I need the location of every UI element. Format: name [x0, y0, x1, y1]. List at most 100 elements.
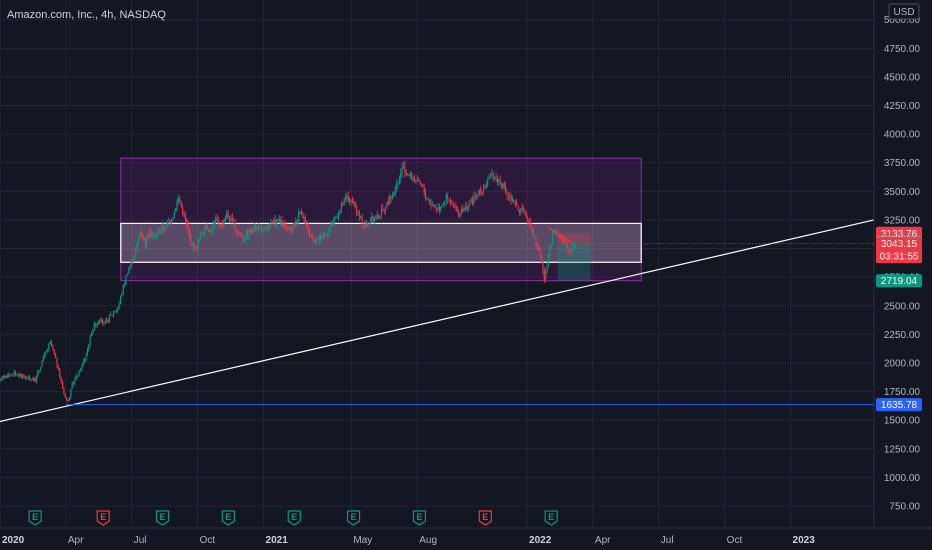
- candle-body: [420, 184, 422, 186]
- x-tick-label: Apr: [68, 535, 84, 546]
- candle-body: [333, 218, 336, 222]
- candle-body: [118, 303, 120, 308]
- candle-body: [186, 219, 188, 226]
- annotation-layer-back[interactable]: [120, 157, 642, 282]
- y-tick-label: 4500.00: [884, 72, 921, 83]
- earnings-event-icon[interactable]: E: [346, 510, 361, 526]
- candle-body: [229, 217, 231, 222]
- candle-body: [569, 251, 572, 254]
- candle-body: [456, 206, 458, 213]
- candle-body: [550, 244, 552, 247]
- candle-body: [262, 228, 264, 232]
- candle-body: [368, 223, 370, 225]
- candle-body: [79, 370, 82, 371]
- candle-body: [139, 232, 141, 239]
- candle-body: [386, 201, 388, 209]
- candle-body: [129, 265, 131, 269]
- candle-body: [500, 183, 503, 189]
- range-box-outer[interactable]: [120, 157, 642, 282]
- candle-body: [60, 377, 62, 382]
- candle-body: [549, 247, 551, 256]
- candle-body: [469, 203, 471, 206]
- candle-body: [296, 221, 298, 222]
- earnings-event-icon[interactable]: E: [412, 510, 427, 526]
- descending-trend-line[interactable]: [548, 227, 574, 245]
- candle-body: [217, 220, 220, 225]
- candle-body: [528, 221, 530, 223]
- candle-body: [55, 354, 57, 359]
- candle-body: [97, 321, 99, 324]
- candle-body: [351, 199, 353, 204]
- candle-body: [418, 179, 420, 181]
- price-tag-badge: [876, 237, 922, 264]
- ascending-trend-line[interactable]: [0, 219, 875, 423]
- candle-body: [78, 370, 80, 376]
- candle-body: [23, 376, 25, 379]
- candle-body: [17, 374, 19, 376]
- candle-body: [367, 222, 369, 224]
- short-position-target-zone[interactable]: [557, 243, 591, 281]
- price-tag-value: 3043.15: [881, 239, 918, 250]
- earnings-badge-shape: [478, 510, 492, 526]
- candle-body: [117, 307, 119, 311]
- earnings-event-icon[interactable]: E: [287, 510, 301, 526]
- candle-body: [175, 207, 177, 211]
- candle-body: [318, 237, 320, 241]
- candle-body: [67, 399, 69, 402]
- candle-body: [21, 374, 24, 377]
- candle-body: [131, 261, 133, 266]
- annotation-layer-front[interactable]: [0, 219, 875, 423]
- y-tick-label: 1000.00: [884, 473, 921, 484]
- candle-body: [38, 369, 40, 372]
- candle-body: [110, 314, 112, 316]
- earnings-event-icon[interactable]: E: [28, 510, 42, 526]
- candle-body: [33, 377, 35, 381]
- candle-body: [307, 226, 309, 231]
- candle-body: [306, 224, 308, 228]
- candle-body: [165, 224, 167, 230]
- candle-body: [332, 221, 334, 225]
- earnings-event-icon[interactable]: E: [221, 510, 235, 526]
- candle-body: [0, 379, 1, 381]
- candle-body: [85, 355, 87, 360]
- candle-body: [215, 217, 217, 221]
- candle-body: [100, 318, 102, 323]
- short-position-stop-zone[interactable]: [557, 233, 591, 244]
- candle-body: [213, 220, 215, 226]
- candle-body: [13, 371, 15, 375]
- earnings-event-icon[interactable]: E: [544, 510, 558, 526]
- candle-body: [198, 238, 200, 242]
- candle-body: [514, 201, 516, 204]
- earnings-event-icon[interactable]: E: [155, 510, 170, 526]
- candle-body: [407, 173, 409, 176]
- candle-body: [303, 216, 305, 219]
- candle-body: [459, 213, 461, 217]
- candle-body: [162, 226, 164, 230]
- price-tag-value: 3133.76: [881, 229, 918, 240]
- candle-body: [234, 222, 236, 230]
- candle-body: [24, 376, 26, 378]
- y-tick-label: 2500.00: [884, 301, 921, 312]
- candle-body: [53, 349, 55, 355]
- candle-body: [474, 195, 476, 198]
- currency-badge[interactable]: [888, 3, 920, 20]
- candle-body: [84, 359, 86, 362]
- candle-body: [552, 232, 554, 246]
- candle-body: [358, 212, 360, 217]
- candle-body: [264, 228, 267, 229]
- candle-body: [572, 247, 574, 252]
- candle-body: [427, 200, 429, 201]
- candle-body: [391, 195, 394, 199]
- earnings-event-icon[interactable]: E: [96, 510, 110, 526]
- candle-body: [263, 228, 265, 230]
- candle-body: [251, 228, 253, 234]
- price-axis-panel[interactable]: [874, 0, 932, 528]
- earnings-event-icon[interactable]: E: [478, 510, 492, 526]
- candle-body: [241, 234, 243, 238]
- time-axis-panel[interactable]: [0, 528, 932, 550]
- price-tag-badge: [876, 398, 922, 412]
- y-tick-label: 4000.00: [884, 130, 921, 141]
